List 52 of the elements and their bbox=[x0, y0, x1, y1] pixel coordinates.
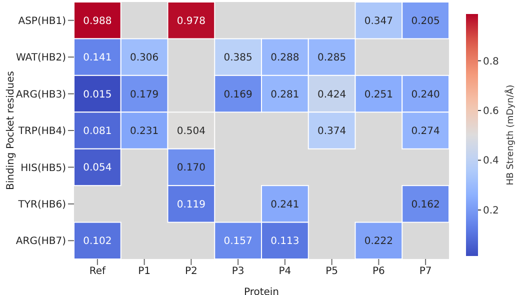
data-label: 0.119 bbox=[176, 199, 206, 210]
x-tick-label: P2 bbox=[184, 266, 198, 278]
data-label: 0.988 bbox=[83, 16, 112, 27]
x-tick-label: P4 bbox=[278, 266, 292, 278]
data-label: 0.015 bbox=[83, 89, 112, 100]
y-axis-title: Binding Pocket residues bbox=[6, 70, 17, 190]
data-label: 0.113 bbox=[270, 236, 300, 248]
y-tick-label: WAT(HB2) bbox=[16, 52, 66, 64]
data-label: 0.241 bbox=[270, 199, 300, 210]
data-label: 0.157 bbox=[224, 236, 252, 248]
x-tick-label: P1 bbox=[138, 266, 151, 278]
data-label: 0.240 bbox=[411, 89, 440, 100]
data-label: 0.162 bbox=[411, 199, 440, 210]
data-label: 0.169 bbox=[224, 89, 252, 100]
data-label: 0.222 bbox=[364, 236, 394, 248]
data-label: 0.285 bbox=[317, 52, 346, 64]
y-tick-label: HIS(HB5) bbox=[20, 162, 66, 174]
data-label: 0.347 bbox=[364, 16, 394, 27]
data-label: 0.081 bbox=[83, 126, 112, 137]
x-tick-label: P6 bbox=[372, 266, 385, 278]
x-tick-label: P3 bbox=[232, 266, 244, 278]
data-label: 0.054 bbox=[83, 162, 112, 174]
y-tick-label: ARG(HB3) bbox=[16, 89, 66, 100]
x-tick-label: Ref bbox=[89, 266, 106, 278]
color-bar-label: 0.2 bbox=[483, 205, 499, 216]
data-label: 0.179 bbox=[130, 89, 159, 100]
data-label: 0.424 bbox=[317, 89, 346, 100]
data-label: 0.274 bbox=[411, 126, 440, 137]
y-tick-label: TRP(HB4) bbox=[17, 126, 66, 138]
data-label: 0.978 bbox=[176, 16, 206, 27]
data-label: 0.281 bbox=[270, 89, 300, 100]
data-label: 0.288 bbox=[270, 52, 300, 64]
data-label: 0.306 bbox=[130, 52, 159, 64]
x-axis-title: Protein bbox=[244, 287, 280, 295]
y-tick-label: ARG(HB7) bbox=[16, 236, 66, 248]
data-label: 0.170 bbox=[176, 162, 206, 174]
data-label: 0.385 bbox=[224, 52, 252, 64]
x-tick-label: P5 bbox=[326, 266, 338, 278]
data-label: 0.205 bbox=[411, 16, 440, 27]
data-label: 0.251 bbox=[364, 89, 394, 100]
data-label: 0.141 bbox=[83, 52, 112, 64]
data-label: 0.102 bbox=[83, 236, 112, 248]
color-bar-label: 0.4 bbox=[483, 156, 499, 167]
data-label: 0.374 bbox=[317, 126, 346, 137]
data-label: 0.231 bbox=[130, 126, 159, 137]
data-label: 0.504 bbox=[176, 126, 206, 137]
y-tick-label: ASP(HB1) bbox=[18, 16, 66, 27]
color-bar-label: 0.8 bbox=[483, 56, 499, 68]
color-bar-title: HB Strength (mDyn/Å) bbox=[504, 84, 516, 186]
y-tick-label: TYR(HB6) bbox=[17, 199, 66, 210]
x-tick-label: P7 bbox=[419, 266, 432, 278]
color-bar-label: 0.6 bbox=[483, 106, 499, 117]
